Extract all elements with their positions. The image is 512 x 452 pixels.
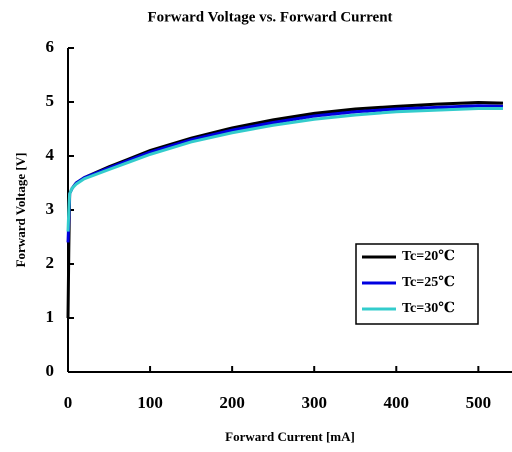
chart-title: Forward Voltage vs. Forward Current xyxy=(147,9,392,25)
y-tick-label: 5 xyxy=(46,91,55,110)
x-tick-label: 400 xyxy=(384,393,410,412)
x-axis-label: Forward Current [mA] xyxy=(225,429,355,444)
y-axis-label: Forward Voltage [V] xyxy=(13,153,28,268)
y-tick-label: 3 xyxy=(46,199,55,218)
y-tick-label: 2 xyxy=(46,253,55,272)
legend-label: Tc=30℃ xyxy=(402,301,455,316)
x-tick-label: 0 xyxy=(64,393,73,412)
series-line xyxy=(66,106,503,232)
x-tick-label: 200 xyxy=(219,393,245,412)
y-tick-label: 0 xyxy=(46,361,55,380)
y-tick-label: 6 xyxy=(46,37,55,56)
y-tick-label: 1 xyxy=(46,307,55,326)
series-line xyxy=(66,104,504,243)
y-tick-label: 4 xyxy=(46,145,55,164)
x-tick-label: 100 xyxy=(137,393,163,412)
legend-label: Tc=25℃ xyxy=(402,275,455,290)
legend-label: Tc=20℃ xyxy=(402,249,455,264)
x-tick-label: 500 xyxy=(466,393,492,412)
x-tick-label: 300 xyxy=(301,393,327,412)
